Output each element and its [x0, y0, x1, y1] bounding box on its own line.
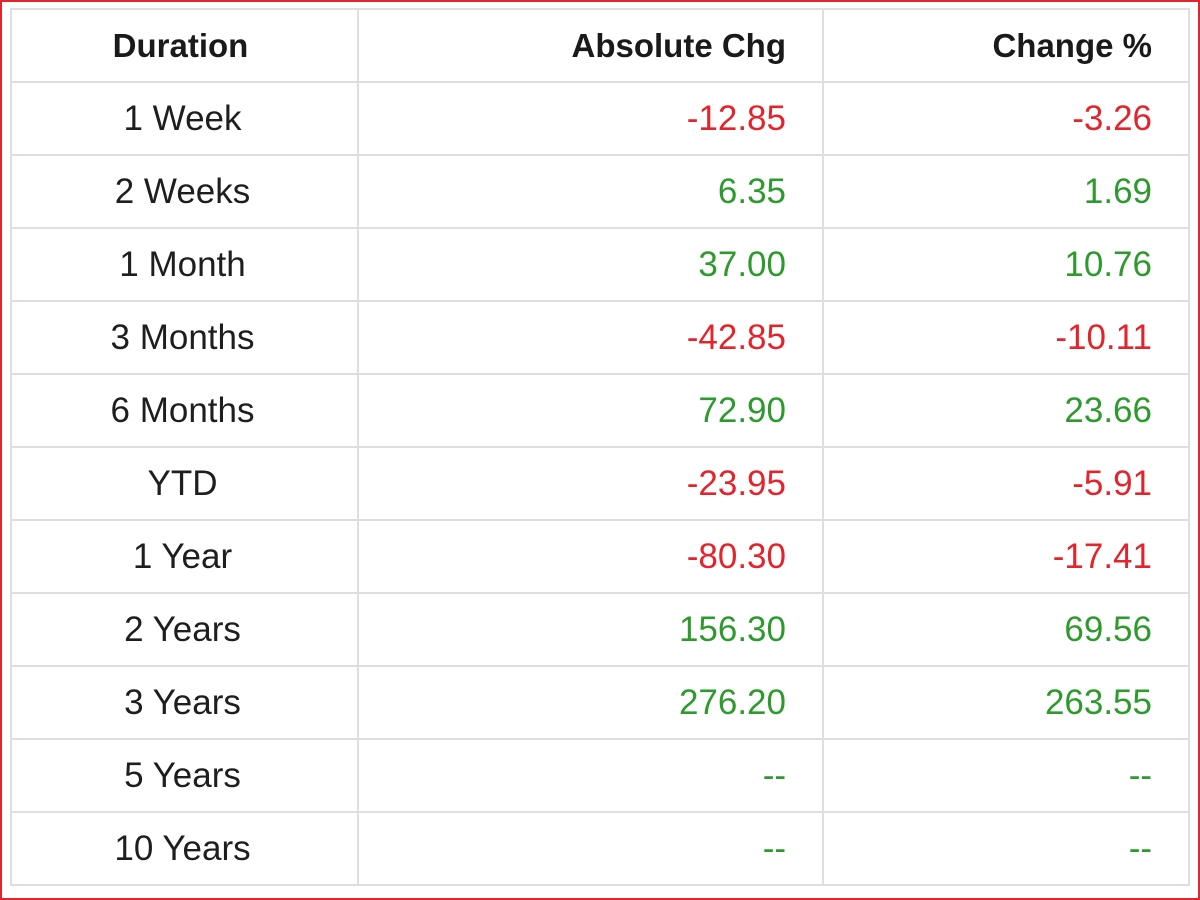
- column-header-duration: Duration: [10, 8, 359, 83]
- change-pct-cell: 1.69: [822, 154, 1190, 229]
- table-row: 1 Week -12.85 -3.26: [10, 81, 1190, 156]
- duration-cell: YTD: [10, 446, 359, 521]
- table-row: 1 Month 37.00 10.76: [10, 227, 1190, 302]
- change-pct-cell: 23.66: [822, 373, 1190, 448]
- table-row: 6 Months 72.90 23.66: [10, 373, 1190, 448]
- change-pct-cell: --: [822, 738, 1190, 813]
- absolute-chg-cell: 72.90: [357, 373, 824, 448]
- table-row: YTD -23.95 -5.91: [10, 446, 1190, 521]
- table-row: 3 Years 276.20 263.55: [10, 665, 1190, 740]
- duration-cell: 6 Months: [10, 373, 359, 448]
- change-pct-cell: 263.55: [822, 665, 1190, 740]
- absolute-chg-cell: --: [357, 811, 824, 886]
- absolute-chg-cell: -23.95: [357, 446, 824, 521]
- table-row: 10 Years -- --: [10, 811, 1190, 886]
- duration-cell: 5 Years: [10, 738, 359, 813]
- absolute-chg-cell: 6.35: [357, 154, 824, 229]
- change-pct-cell: 69.56: [822, 592, 1190, 667]
- duration-cell: 1 Week: [10, 81, 359, 156]
- duration-cell: 1 Year: [10, 519, 359, 594]
- table-row: 2 Years 156.30 69.56: [10, 592, 1190, 667]
- table-body: 1 Week -12.85 -3.26 2 Weeks 6.35 1.69 1 Month 3…: [10, 81, 1190, 886]
- table-row: 1 Year -80.30 -17.41: [10, 519, 1190, 594]
- duration-cell: 1 Month: [10, 227, 359, 302]
- column-header-change-pct: Change %: [822, 8, 1190, 83]
- header-row: Duration Absolute Chg Change %: [10, 8, 1190, 83]
- change-pct-cell: -5.91: [822, 446, 1190, 521]
- duration-cell: 2 Weeks: [10, 154, 359, 229]
- duration-cell: 3 Years: [10, 665, 359, 740]
- duration-cell: 3 Months: [10, 300, 359, 375]
- absolute-chg-cell: --: [357, 738, 824, 813]
- absolute-chg-cell: -42.85: [357, 300, 824, 375]
- absolute-chg-cell: 276.20: [357, 665, 824, 740]
- absolute-chg-cell: -80.30: [357, 519, 824, 594]
- duration-cell: 2 Years: [10, 592, 359, 667]
- table-row: 5 Years -- --: [10, 738, 1190, 813]
- table-row: 2 Weeks 6.35 1.69: [10, 154, 1190, 229]
- change-pct-cell: -10.11: [822, 300, 1190, 375]
- absolute-chg-cell: 156.30: [357, 592, 824, 667]
- change-pct-cell: --: [822, 811, 1190, 886]
- absolute-chg-cell: 37.00: [357, 227, 824, 302]
- table-row: 3 Months -42.85 -10.11: [10, 300, 1190, 375]
- column-header-absolute-chg: Absolute Chg: [357, 8, 824, 83]
- change-pct-cell: -3.26: [822, 81, 1190, 156]
- change-pct-cell: 10.76: [822, 227, 1190, 302]
- absolute-chg-cell: -12.85: [357, 81, 824, 156]
- change-pct-cell: -17.41: [822, 519, 1190, 594]
- returns-table: Duration Absolute Chg Change % 1 Week -12…: [10, 8, 1190, 886]
- duration-cell: 10 Years: [10, 811, 359, 886]
